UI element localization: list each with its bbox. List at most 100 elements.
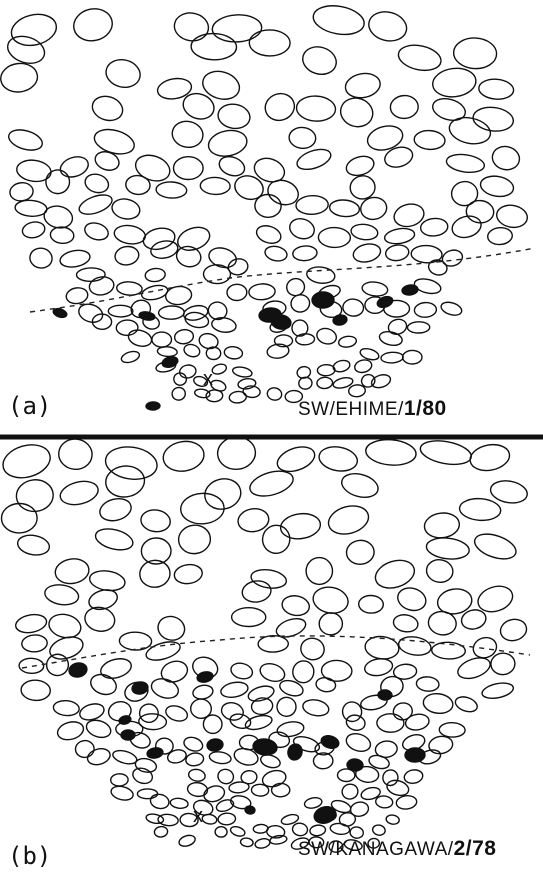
spot [345,714,366,731]
spot [217,812,237,826]
spot [192,799,214,816]
spot [441,249,464,267]
spot [481,682,515,699]
spot [208,751,232,765]
spot [85,719,112,739]
spot [155,181,188,199]
spot [350,223,379,241]
spot [341,783,359,800]
filled-spot [404,747,426,763]
spot [233,747,259,766]
filled-spot [120,729,136,741]
spot [14,199,48,217]
spot [160,660,189,683]
spot [445,153,486,174]
spot [156,346,178,358]
spot [125,174,151,196]
spot [44,584,80,606]
spot [290,837,310,850]
spot [328,840,344,853]
spot [183,343,201,358]
spot [138,713,168,731]
spot [79,703,105,721]
spot [156,77,193,100]
spot [261,769,287,788]
spot [73,8,113,42]
spot [134,757,158,773]
spot [454,696,478,713]
spot [279,512,322,540]
spot [279,679,304,697]
spot [352,243,382,263]
spot [186,781,209,798]
spot [250,697,274,716]
spot [268,731,291,749]
spot [478,78,515,100]
spot [397,44,442,72]
spot [264,245,288,262]
spot [280,813,300,826]
spot [20,679,51,702]
spot [217,768,235,785]
spot [193,375,209,387]
spot [306,266,336,284]
spot [90,673,117,696]
spot [413,129,446,151]
spot [291,822,309,837]
spot [114,245,140,266]
spot [54,558,90,585]
spot [361,281,389,297]
spot [253,157,286,183]
spot [140,509,171,533]
spot [419,217,449,237]
spot [328,199,361,218]
spot [202,264,232,285]
spot [110,785,134,801]
spot [378,330,403,347]
spot [380,675,404,698]
spot [223,346,244,360]
spot-map-b [0,436,528,853]
spot [317,226,352,249]
spot [177,524,212,555]
spot [288,126,317,150]
spot [182,92,215,120]
spot [187,768,206,782]
spot [403,769,424,785]
spot [10,13,58,47]
spot [0,502,38,534]
marker: x [193,805,203,827]
spot [241,580,272,603]
spot [56,721,85,741]
spot [259,754,281,769]
spot [367,837,381,849]
strain-label: SW/EHIME/1/80 [298,397,447,420]
spot [237,507,270,533]
spot [242,385,261,399]
spot [339,97,374,128]
spot [300,637,325,661]
spot [178,834,196,847]
spot [15,479,54,513]
spot [211,363,228,375]
spot [355,765,380,783]
spot [183,736,204,752]
filled-spot [244,805,256,815]
spot [29,247,53,269]
spot [140,284,169,301]
strain-name: SW/KANAGAWA/ [298,839,454,860]
spot [358,594,384,614]
spot [254,838,271,849]
spot [349,175,376,200]
spot [177,226,211,251]
spot [392,614,419,633]
spot [349,801,370,817]
spot [132,767,154,785]
spot [375,795,394,809]
spot [180,492,225,525]
spot [427,259,448,276]
spot [465,199,495,224]
spot [204,478,242,510]
filled-spot [270,314,292,330]
spot [248,283,276,301]
